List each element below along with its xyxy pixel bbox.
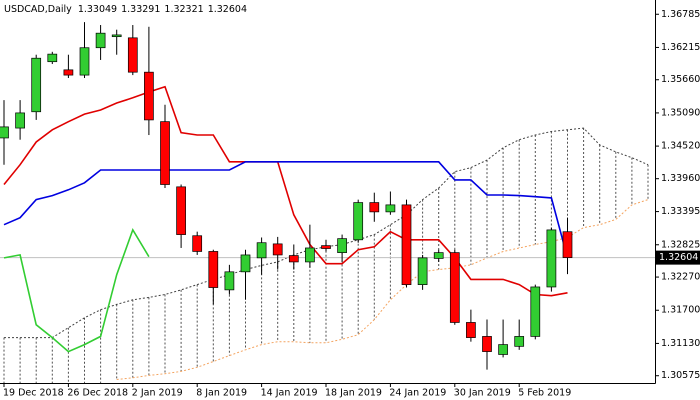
x-tick-label: 2 Jan 2019	[132, 388, 183, 399]
candle-body	[0, 126, 9, 139]
candle-body	[224, 271, 235, 291]
indicator-line	[3, 161, 569, 259]
x-tick-label: 19 Dec 2018	[3, 388, 64, 399]
candle-body	[127, 37, 138, 73]
candle-body	[288, 255, 299, 263]
candle-body	[95, 32, 106, 49]
candle-body	[15, 112, 25, 129]
candle-body	[353, 202, 364, 241]
candle-body	[417, 257, 428, 285]
y-tick-label: 1.31130	[661, 338, 700, 349]
candle-body	[321, 245, 331, 249]
candle-body	[111, 34, 122, 38]
candle-body	[498, 344, 508, 355]
x-tick-label: 14 Jan 2019	[261, 388, 318, 399]
candle-body	[240, 254, 251, 273]
header-close: 1.32604	[208, 4, 247, 15]
indicator-line	[3, 85, 568, 297]
candle-body	[144, 71, 154, 121]
candle-body	[160, 121, 170, 185]
candle-body	[192, 235, 203, 252]
y-tick-label: 1.32270	[661, 272, 700, 283]
header-open: 1.33049	[78, 4, 117, 15]
candle-body	[449, 252, 460, 323]
candle-body	[337, 238, 347, 253]
x-tick-label: 5 Feb 2019	[518, 388, 571, 399]
y-tick-label: 1.35660	[661, 74, 700, 85]
y-tick-label: 1.33395	[661, 206, 700, 217]
chart-title: USDCAD,Daily	[4, 4, 72, 15]
current-price-label: 1.32604	[659, 252, 698, 263]
chart-header: USDCAD,Daily 1.33049 1.33291 1.32321 1.32604	[4, 4, 247, 15]
candle-body	[256, 242, 267, 259]
candle-body	[514, 336, 525, 347]
candle-body	[546, 229, 557, 288]
x-tick-label: 30 Jan 2019	[454, 388, 511, 399]
y-tick-label: 1.32825	[661, 239, 700, 250]
x-tick-label: 18 Jan 2019	[325, 388, 382, 399]
candle-body	[63, 69, 74, 76]
current-price-box	[656, 250, 700, 265]
candle-body	[176, 186, 186, 235]
candle-body	[482, 336, 492, 352]
x-tick-label: 24 Jan 2019	[389, 388, 446, 399]
header-low: 1.32321	[164, 4, 203, 15]
candle-body	[385, 204, 396, 213]
plot-area	[0, 22, 655, 383]
candle-body	[433, 252, 444, 259]
candle-body	[79, 47, 90, 76]
candle-body	[401, 204, 412, 285]
indicator-line	[3, 228, 150, 353]
candle-body	[369, 202, 380, 213]
y-tick-label: 1.35090	[661, 107, 700, 118]
candle-body	[530, 286, 541, 337]
x-tick-label: 8 Jan 2019	[196, 388, 247, 399]
x-tick-label: 26 Dec 2018	[67, 388, 128, 399]
y-tick-label: 1.31700	[661, 305, 700, 316]
candle-body	[208, 251, 219, 288]
candle-body	[562, 231, 573, 258]
y-tick-label: 1.30575	[661, 370, 700, 381]
y-tick-label: 1.36215	[661, 42, 700, 53]
candle-body	[305, 247, 315, 263]
header-high: 1.33291	[121, 4, 160, 15]
y-tick-label: 1.36785	[661, 9, 700, 20]
candle-body	[466, 322, 476, 338]
candle-body	[31, 57, 42, 113]
candle-body	[272, 243, 283, 256]
y-tick-label: 1.33960	[661, 173, 700, 184]
candle-body	[47, 53, 58, 63]
y-tick-label: 1.34520	[661, 141, 700, 152]
